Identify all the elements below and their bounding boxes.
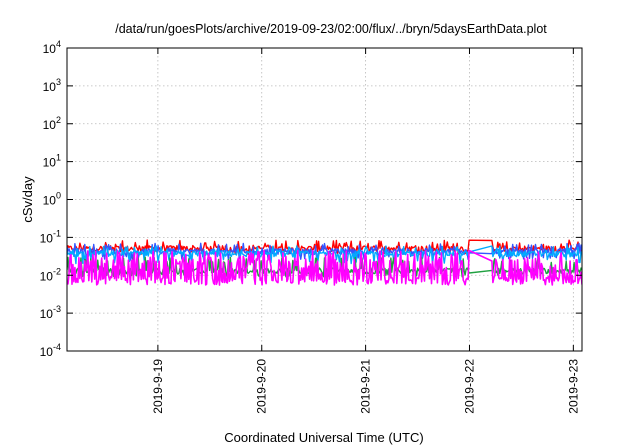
x-tick-label: 2019-9-20 [255, 359, 269, 414]
series-line [67, 242, 582, 261]
x-axis-label: Coordinated Universal Time (UTC) [224, 430, 423, 445]
x-tick-label: 2019-9-22 [462, 359, 476, 414]
y-tick-label: 10-3 [40, 304, 61, 321]
y-tick-label: 10-1 [40, 228, 61, 245]
series-line [67, 249, 582, 286]
series-layer [67, 239, 582, 286]
x-tick-label: 2019-9-21 [359, 359, 373, 414]
ticks: 10-4 10-3 10-2 10-1 100 101 102 103 104 2019-9-19… [40, 39, 582, 414]
series-line [67, 245, 582, 265]
chart-title: /data/run/goesPlots/archive/2019-09-23/0… [115, 22, 547, 36]
x-tick-label: 2019-9-23 [566, 359, 580, 414]
grid [67, 48, 582, 351]
y-tick-label: 100 [43, 191, 61, 208]
y-tick-label: 10-2 [40, 266, 61, 283]
y-tick-label: 104 [43, 39, 61, 56]
y-axis-label: cSv/day [20, 176, 35, 223]
series-line [67, 239, 582, 256]
y-tick-label: 101 [43, 153, 61, 170]
y-tick-label: 102 [43, 115, 61, 132]
x-tick-label: 2019-9-19 [151, 359, 165, 414]
y-tick-label: 103 [43, 77, 61, 94]
y-tick-label: 10-4 [40, 342, 61, 359]
